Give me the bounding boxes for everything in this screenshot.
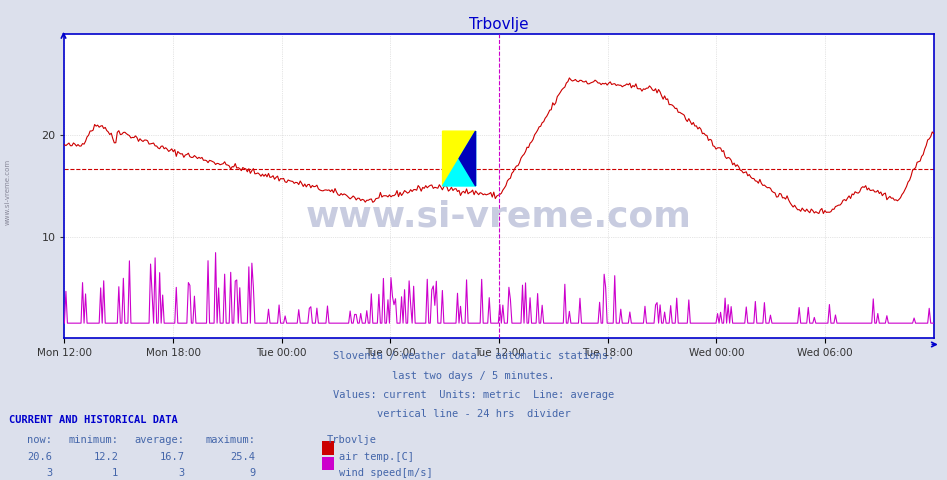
Text: CURRENT AND HISTORICAL DATA: CURRENT AND HISTORICAL DATA: [9, 415, 178, 425]
Text: vertical line - 24 hrs  divider: vertical line - 24 hrs divider: [377, 409, 570, 419]
Text: Values: current  Units: metric  Line: average: Values: current Units: metric Line: aver…: [333, 390, 614, 400]
Text: minimum:: minimum:: [68, 435, 118, 445]
Text: wind speed[m/s]: wind speed[m/s]: [339, 468, 433, 478]
Text: Trbovlje: Trbovlje: [327, 435, 377, 445]
Text: 25.4: 25.4: [231, 452, 256, 462]
Text: 3: 3: [178, 468, 185, 478]
Text: Slovenia / weather data - automatic stations.: Slovenia / weather data - automatic stat…: [333, 351, 614, 361]
Text: 20.6: 20.6: [27, 452, 52, 462]
Text: 3: 3: [45, 468, 52, 478]
Text: 1: 1: [112, 468, 118, 478]
Text: air temp.[C]: air temp.[C]: [339, 452, 414, 462]
Text: www.si-vreme.com: www.si-vreme.com: [5, 159, 10, 225]
Title: Trbovlje: Trbovlje: [470, 17, 528, 33]
Text: 16.7: 16.7: [160, 452, 185, 462]
Text: now:: now:: [27, 435, 52, 445]
Text: 12.2: 12.2: [94, 452, 118, 462]
Text: last two days / 5 minutes.: last two days / 5 minutes.: [392, 371, 555, 381]
Polygon shape: [459, 131, 475, 186]
Polygon shape: [442, 131, 475, 186]
Text: maximum:: maximum:: [205, 435, 256, 445]
Polygon shape: [442, 131, 475, 186]
Text: 9: 9: [249, 468, 256, 478]
Text: average:: average:: [134, 435, 185, 445]
Text: www.si-vreme.com: www.si-vreme.com: [306, 200, 692, 233]
